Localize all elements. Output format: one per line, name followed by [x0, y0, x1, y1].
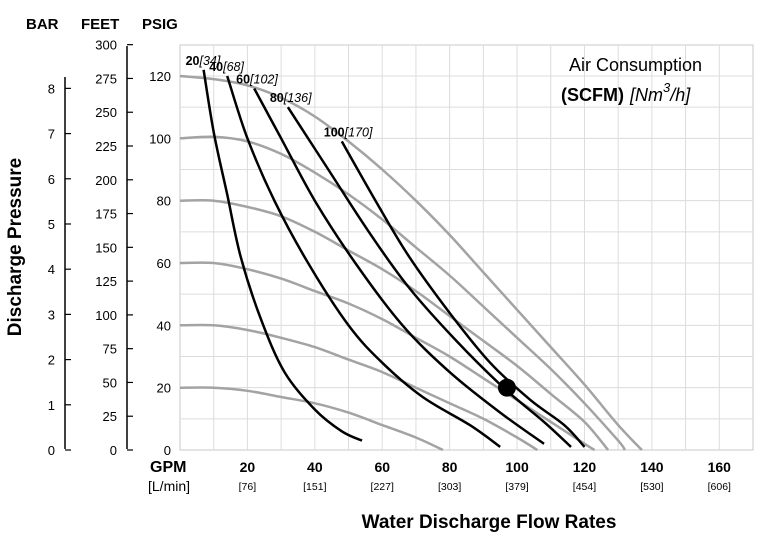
gpm-tick-label: 160 [708, 459, 732, 475]
air-label-scfm: 40 [209, 60, 223, 74]
psig-ticks: 0 20 40 60 80 100 120 [149, 69, 171, 458]
air-consumption-labels: 20[34]40[68]60[102] 80[136] 100[170] [186, 54, 373, 140]
air-curve-60 [253, 87, 545, 445]
psig-tick-label: 100 [149, 131, 171, 146]
feet-tick-label: 0 [110, 443, 117, 458]
feet-tick-label: 50 [103, 375, 117, 390]
air-curve-80 [286, 106, 572, 448]
bar-tick-label: 7 [48, 127, 55, 142]
bar-tick-label: 5 [48, 217, 55, 232]
feet-header: FEET [81, 16, 119, 33]
y-axis-title: Discharge Pressure [5, 158, 26, 337]
feet-tick-label: 25 [103, 409, 117, 424]
pressure-curves [179, 74, 643, 452]
gpm-tick-label: 80 [442, 459, 458, 475]
operating-point-marker [497, 378, 516, 397]
air-label-nm3h: [136] [283, 91, 312, 105]
psig-tick-label: 20 [157, 381, 171, 396]
bar-tick-label: 0 [48, 443, 55, 458]
x-ticks: 20 [76] 40 [151] 60 [227] 80 [303] 100 [379] 120 [4… [239, 459, 732, 493]
air-consumption-unit: (SCFM) [Nm3/h] [561, 80, 691, 105]
feet-tick-label: 250 [95, 105, 117, 120]
air-label-nm3h: [34] [199, 54, 221, 68]
air-consumption-curves [202, 69, 586, 448]
air-label-scfm: 20 [186, 54, 200, 68]
bar-tick-label: 3 [48, 307, 55, 322]
air-curve-label-80: 80[136] [270, 91, 312, 105]
air-label-nm3h: [170] [344, 125, 373, 139]
bar-header: BAR [26, 16, 59, 33]
lmin-unit-label: [L/min] [148, 478, 190, 494]
lmin-tick-label: [606] [708, 481, 731, 493]
lmin-tick-label: [76] [239, 481, 257, 493]
air-curve-label-40: 40[68] [209, 60, 244, 74]
gpm-tick-label: 120 [573, 459, 597, 475]
lmin-tick-label: [303] [438, 481, 461, 493]
feet-tick-label: 100 [95, 308, 117, 323]
air-unit-scfm: (SCFM) [561, 85, 624, 105]
feet-tick-label: 75 [103, 342, 117, 357]
air-curve-100 [340, 140, 586, 448]
feet-tick-label: 175 [95, 207, 117, 222]
lmin-tick-label: [379] [505, 481, 528, 493]
psig-tick-label: 60 [157, 256, 171, 271]
psig-tick-label: 40 [157, 318, 171, 333]
psig-tick-label: 80 [157, 194, 171, 209]
bar-tick-label: 8 [48, 81, 55, 96]
air-label-nm3h: [102] [249, 72, 278, 86]
air-curve-40 [226, 75, 501, 448]
lmin-tick-label: [530] [640, 481, 663, 493]
psig-tick-label: 0 [164, 443, 171, 458]
x-axis-title: Water Discharge Flow Rates [362, 512, 617, 533]
air-unit-nm-prefix: [Nm [629, 85, 663, 105]
gpm-unit-label: GPM [150, 459, 186, 476]
gpm-tick-label: 100 [505, 459, 529, 475]
psig-header: PSIG [142, 16, 178, 33]
bar-tick-label: 1 [48, 398, 55, 413]
feet-tick-label: 200 [95, 173, 117, 188]
feet-tick-label: 300 [95, 38, 117, 53]
feet-tick-label: 125 [95, 274, 117, 289]
air-unit-superscript: 3 [663, 80, 671, 95]
pressure-curve-20 [179, 386, 444, 452]
air-label-scfm: 100 [324, 125, 345, 139]
air-curve-20 [202, 69, 363, 442]
psig-tick-label: 120 [149, 69, 171, 84]
air-label-scfm: 80 [270, 91, 284, 105]
air-curve-label-20: 20[34] [186, 54, 221, 68]
grid [180, 45, 753, 450]
feet-tick-label: 225 [95, 139, 117, 154]
feet-ticks: 0 25 50 75 100 125 150 175 200 225 250 275 300 [95, 38, 133, 458]
feet-tick-label: 275 [95, 71, 117, 86]
air-curve-label-60: 60[102] [236, 72, 278, 86]
gpm-tick-label: 60 [374, 459, 390, 475]
air-unit-nm-suffix: /h] [668, 85, 691, 105]
pressure-curve-100 [179, 135, 626, 451]
lmin-tick-label: [151] [303, 481, 326, 493]
air-label-scfm: 60 [236, 72, 250, 86]
lmin-tick-label: [227] [371, 481, 394, 493]
air-consumption-title: Air Consumption [569, 55, 702, 75]
air-label-nm3h: [68] [222, 60, 244, 74]
plot-area: 20[34]40[68]60[102] 80[136] 100[170] [179, 44, 754, 452]
pressure-curve-40 [179, 323, 538, 452]
gpm-tick-label: 20 [240, 459, 256, 475]
air-curve-label-100: 100[170] [324, 125, 373, 139]
lmin-tick-label: [454] [573, 481, 596, 493]
pressure-curve-60 [179, 261, 596, 452]
plot-frame [179, 44, 754, 451]
bar-tick-label: 4 [48, 262, 55, 277]
gpm-tick-label: 40 [307, 459, 323, 475]
bar-tick-label: 6 [48, 172, 55, 187]
bar-tick-label: 2 [48, 353, 55, 368]
gpm-tick-label: 140 [640, 459, 664, 475]
pressure-curve-120 [179, 74, 643, 451]
pressure-curve-80 [179, 198, 610, 451]
bar-ticks: 0 1 2 3 4 5 6 7 8 [48, 81, 71, 458]
feet-tick-label: 150 [95, 240, 117, 255]
